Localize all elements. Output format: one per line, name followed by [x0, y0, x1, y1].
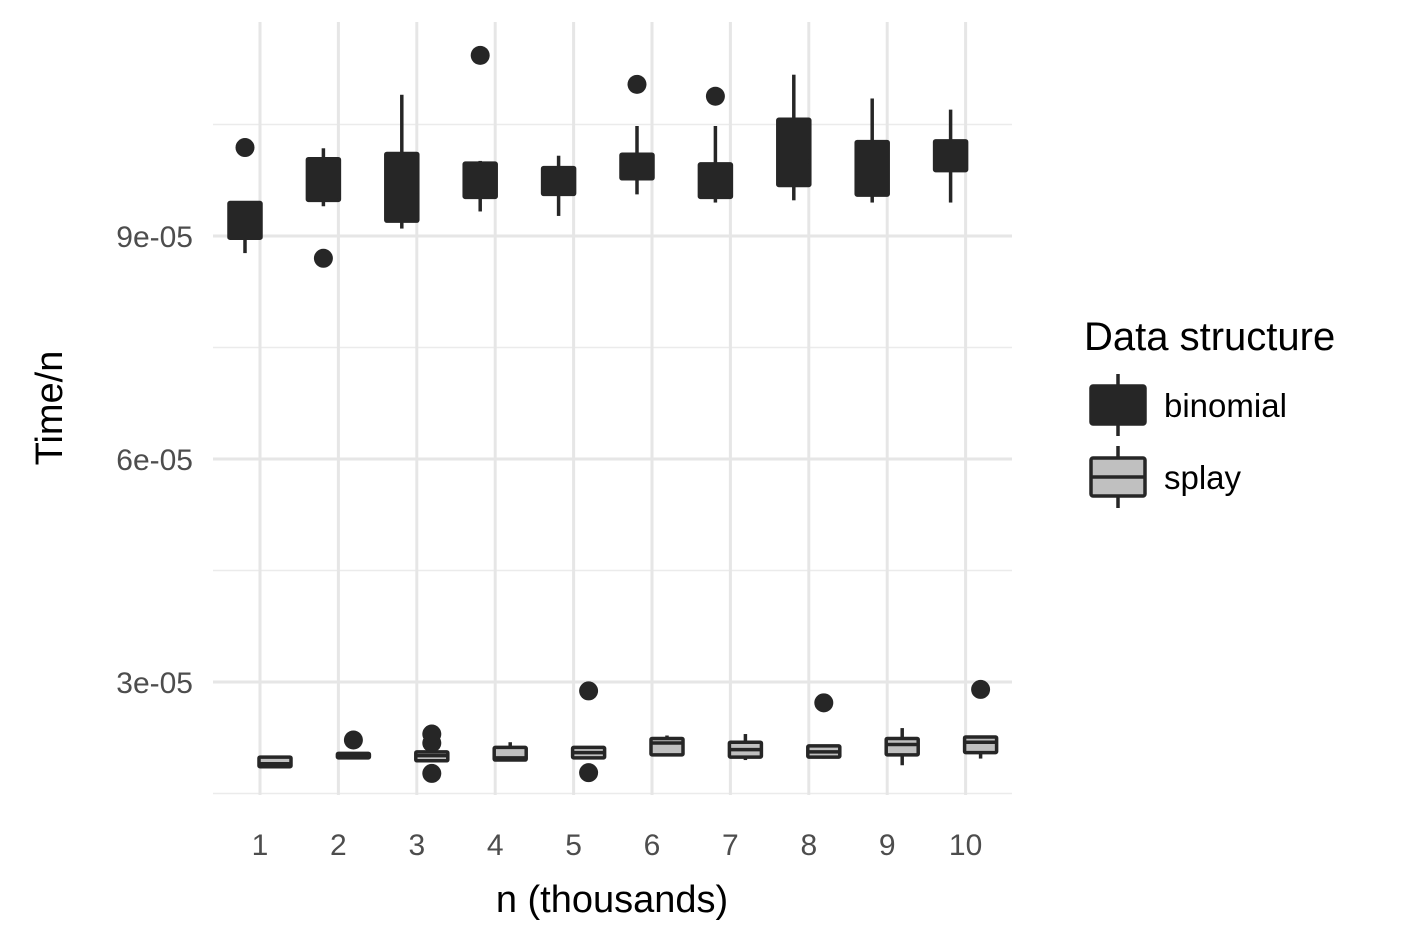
box-body [384, 151, 420, 223]
box-body [776, 117, 812, 188]
x-tick-label: 9 [879, 829, 896, 862]
box-binomial-5 [540, 155, 577, 216]
y-axis-ticks: 3e-05 6e-05 9e-05 [116, 221, 193, 700]
box-body [619, 152, 655, 181]
box-body [884, 736, 920, 757]
x-tick-label: 4 [487, 829, 504, 862]
outlier-point [579, 681, 599, 701]
box-splay-1 [257, 755, 293, 769]
y-tick-label: 9e-05 [116, 221, 193, 254]
y-tick-label: 6e-05 [116, 444, 193, 477]
x-axis-title: n (thousands) [496, 879, 728, 921]
box-binomial-4 [462, 45, 498, 212]
grid-lines [213, 22, 1012, 795]
box-body [305, 156, 342, 203]
box-body [697, 162, 734, 200]
x-tick-label: 3 [408, 829, 425, 862]
box-body [462, 161, 498, 200]
outlier-point [814, 693, 834, 713]
outlier-point [313, 248, 333, 268]
legend-key-binomial: binomial [1089, 374, 1287, 436]
box-binomial-6 [619, 74, 655, 195]
outlier-point [627, 74, 647, 94]
outlier-point [971, 679, 991, 699]
box-splay-9 [884, 728, 920, 766]
x-tick-label: 7 [722, 829, 739, 862]
box-splay-5 [570, 681, 607, 783]
y-axis-title: Time/n [29, 351, 71, 466]
x-tick-label: 10 [949, 829, 982, 862]
box-body [854, 139, 890, 197]
outlier-point [470, 45, 490, 65]
x-tick-label: 2 [330, 829, 347, 862]
outlier-point [343, 730, 363, 750]
box-binomial-3 [384, 94, 420, 229]
box-splay-10 [962, 679, 999, 759]
box-binomial-2 [305, 148, 342, 268]
box-binomial-9 [854, 98, 890, 203]
box-splay-6 [649, 735, 685, 757]
box-body [962, 735, 999, 755]
outlier-point [422, 733, 442, 753]
legend-title: Data structure [1084, 315, 1335, 359]
x-tick-label: 1 [252, 829, 269, 862]
x-tick-label: 5 [565, 829, 582, 862]
box-splay-2 [335, 730, 372, 760]
legend-label: binomial [1164, 387, 1287, 424]
box-splay-8 [806, 693, 842, 759]
box-binomial-8 [776, 74, 812, 201]
box-binomial-7 [697, 86, 734, 203]
box-series [227, 45, 999, 783]
y-tick-label: 3e-05 [116, 667, 193, 700]
box-splay-4 [492, 742, 528, 762]
box-binomial-1 [227, 138, 263, 254]
legend: Data structure binomial splay [1084, 315, 1335, 508]
legend-key-splay: splay [1089, 446, 1242, 508]
box-splay-7 [727, 734, 764, 761]
box-binomial-10 [932, 109, 969, 203]
box-splay-3 [414, 724, 450, 783]
outlier-point [705, 86, 725, 106]
legend-label: splay [1164, 459, 1242, 496]
x-axis-ticks: 1 2 3 4 5 6 7 8 9 10 [252, 829, 983, 862]
outlier-point [422, 763, 442, 783]
x-tick-label: 8 [800, 829, 817, 862]
x-tick-label: 6 [644, 829, 661, 862]
box-body [649, 736, 685, 757]
outlier-point [579, 763, 599, 783]
outlier-point [235, 138, 255, 158]
